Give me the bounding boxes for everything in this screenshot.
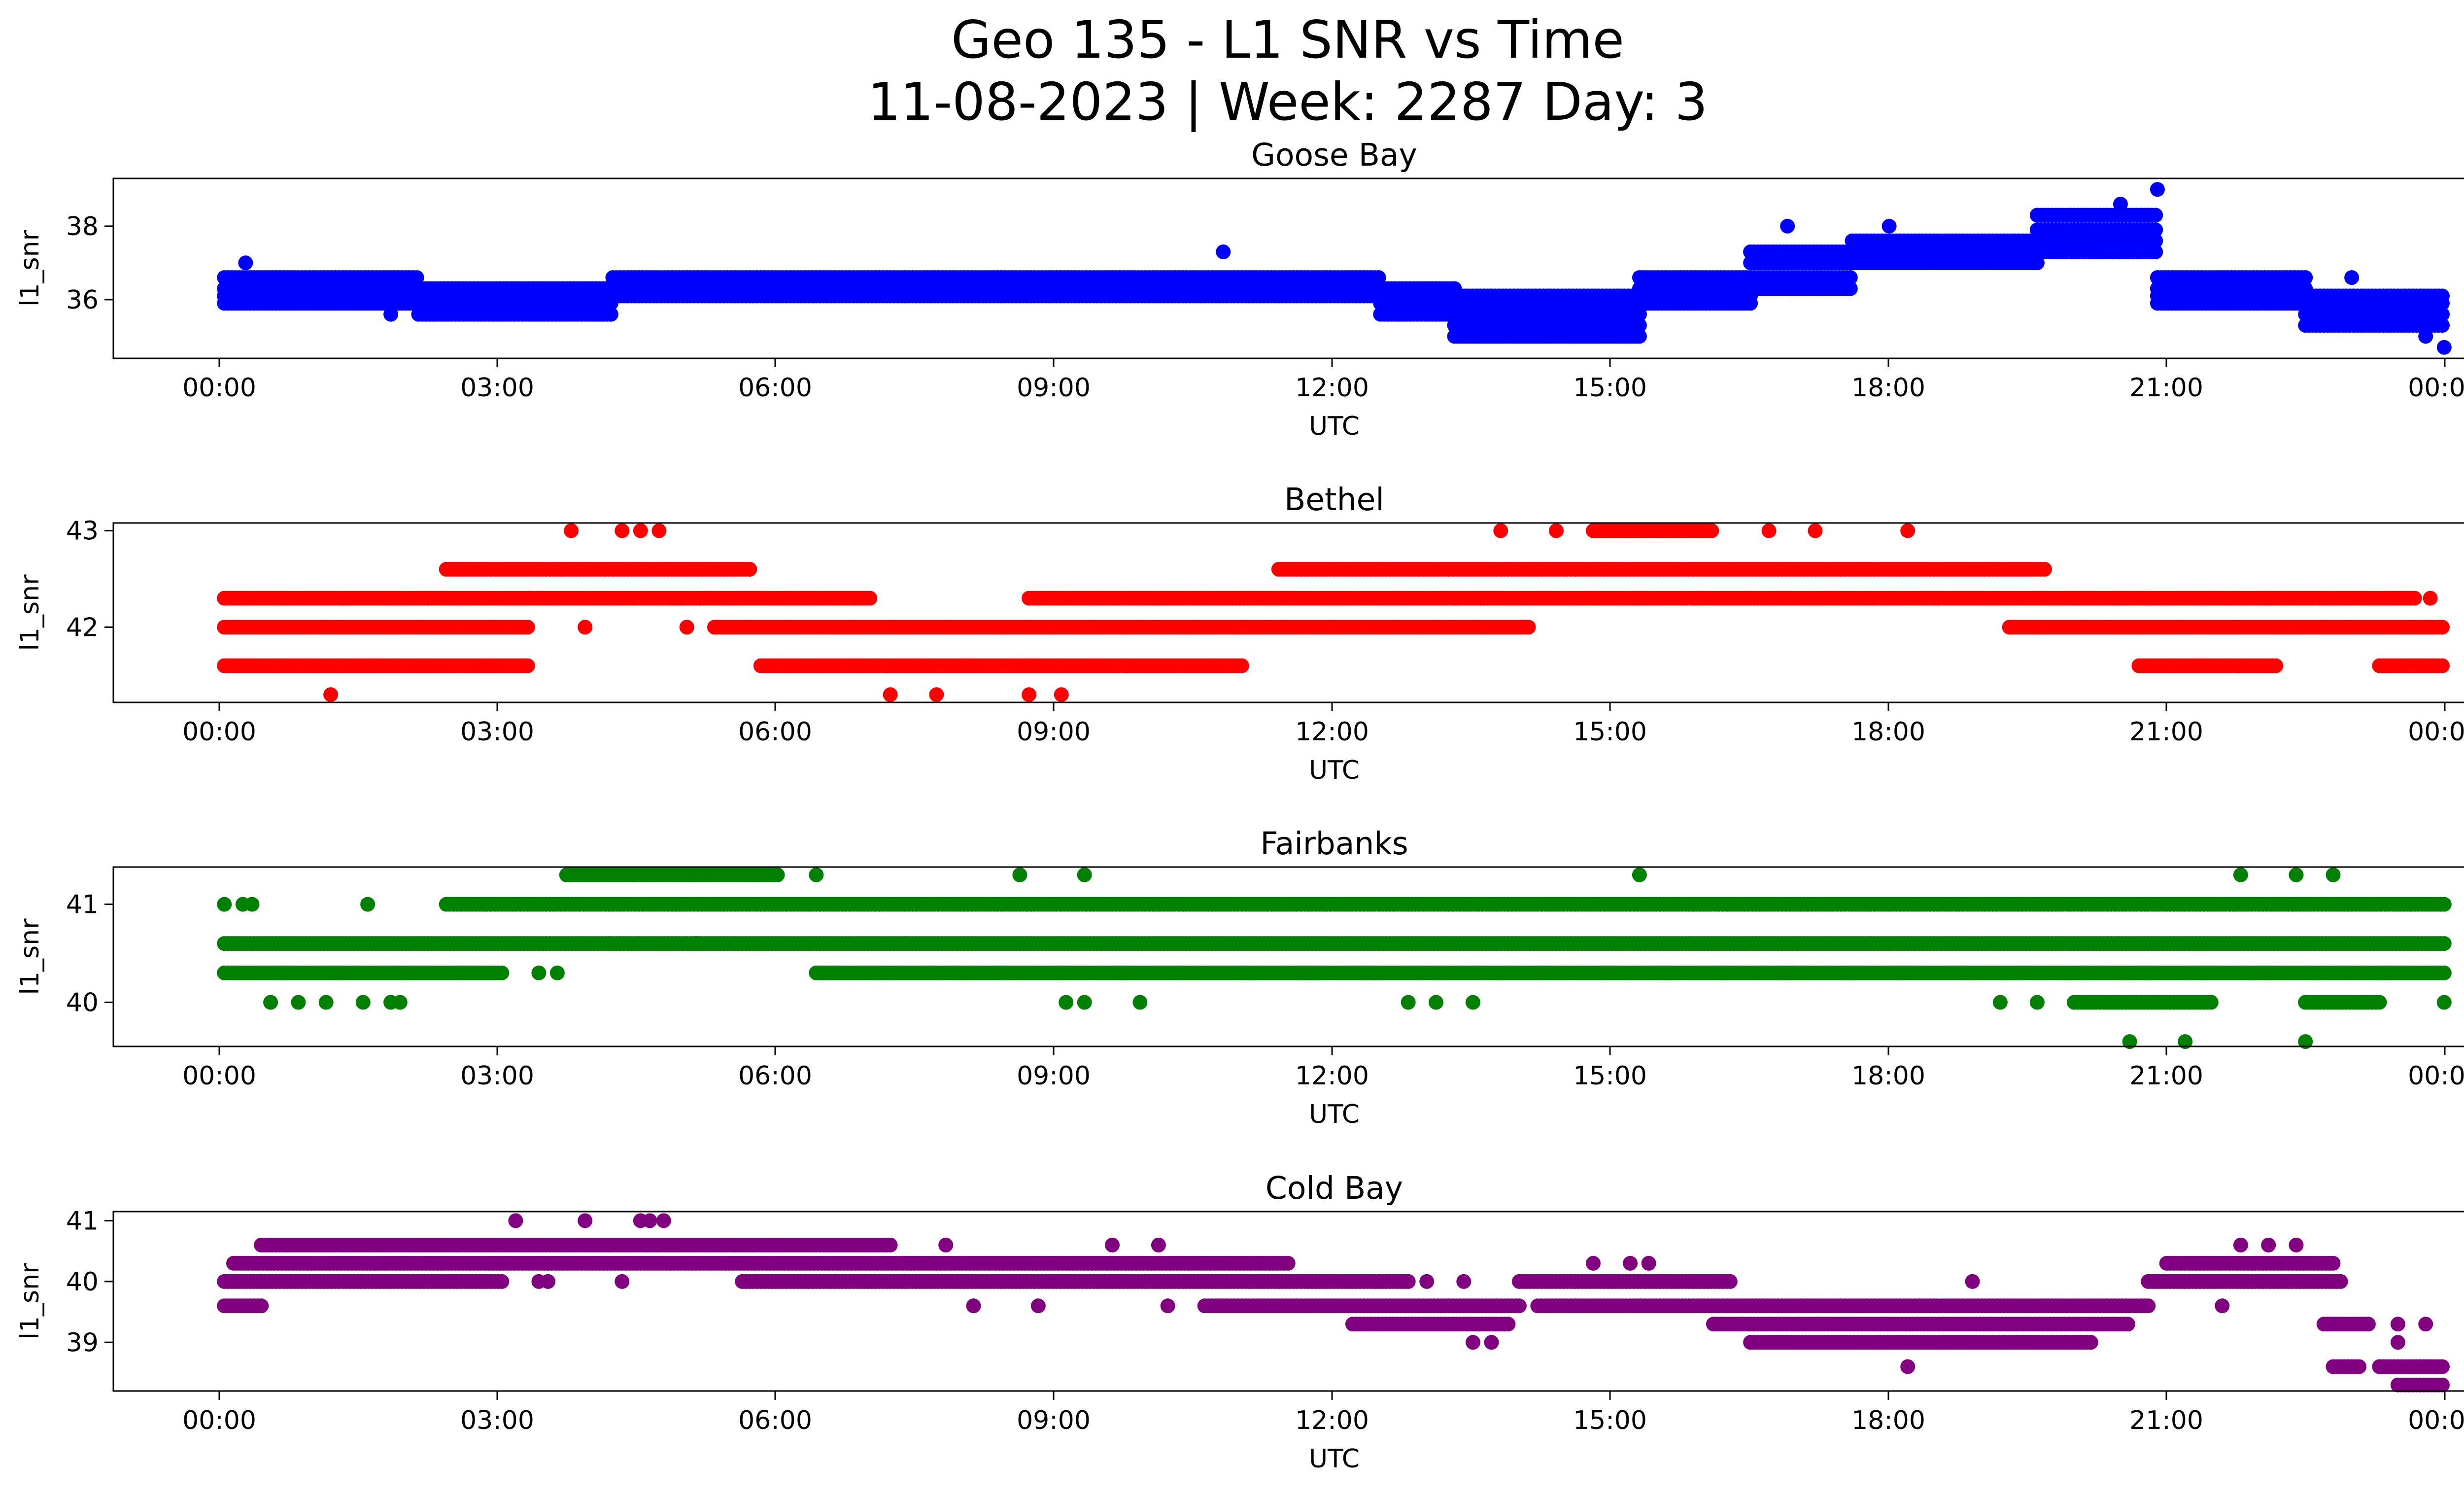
data-point: [1900, 523, 1916, 538]
data-point: [1493, 523, 1508, 538]
data-point: [742, 561, 757, 577]
x-tick-label: 12:00: [1295, 373, 1369, 403]
scatter-points: [217, 867, 2452, 1049]
data-point: [564, 523, 579, 538]
y-tick-label: 36: [66, 285, 99, 315]
plot-frame: [112, 522, 2464, 703]
data-point: [2150, 182, 2165, 197]
data-point: [323, 687, 339, 702]
scatter-points: [217, 523, 2450, 702]
x-tick-label: 00:00: [182, 373, 256, 403]
x-tick-label: 06:00: [738, 373, 812, 403]
panel-title: Bethel: [1284, 482, 1384, 518]
data-point: [883, 687, 898, 702]
panel-bethel: Bethel 00:00 03:00 06:00 09:00 12:00 15:00 18:0…: [15, 482, 2464, 785]
data-point: [2435, 658, 2450, 673]
x-tick-label: 18:00: [1851, 373, 1925, 403]
x-tick-label: 09:00: [1017, 717, 1091, 747]
data-point: [1632, 329, 1647, 344]
data-point: [2268, 658, 2284, 673]
data-point: [1743, 296, 1758, 311]
data-point: [1843, 281, 1858, 296]
data-point: [1054, 687, 1069, 702]
plot-frame: [112, 177, 2464, 359]
x-tick-label: 21:00: [2129, 373, 2203, 403]
data-point: [2423, 591, 2438, 606]
y-tick-label: 38: [66, 212, 99, 242]
data-point: [1761, 523, 1777, 538]
panel-title: Goose Bay: [1251, 137, 1417, 173]
x-tick-label: 03:00: [460, 373, 534, 403]
x-tick-label: 18:00: [1851, 717, 1925, 747]
data-point: [615, 523, 630, 538]
figure-title-line2: 11-08-2023 | Week: 2287 Day: 3: [867, 72, 1708, 132]
data-point: [520, 658, 535, 673]
data-point: [651, 523, 667, 538]
data-point: [2407, 591, 2422, 606]
data-point: [2113, 197, 2128, 212]
data-point: [1704, 523, 1719, 538]
data-point: [2436, 936, 2452, 951]
panel-goose-bay: Goose Bay 00:00 03:00 06:00 09:00 12:00 15:00 1…: [15, 137, 2464, 441]
x-tick-label: 15:00: [1573, 717, 1647, 747]
figure-title: Geo 135 - L1 SNR vs Time 11-08-2023 | We…: [0, 9, 2464, 133]
data-point: [1234, 658, 1249, 673]
data-point: [862, 591, 878, 606]
data-point: [1022, 687, 1037, 702]
data-point: [929, 687, 944, 702]
panel-title: Fairbanks: [1260, 826, 1408, 862]
data-point: [383, 307, 399, 322]
data-point: [2148, 208, 2163, 223]
x-tick-label: 00:00: [2408, 717, 2464, 747]
data-point: [2435, 620, 2450, 635]
x-tick-label: 00:00: [182, 717, 256, 747]
data-point: [520, 620, 535, 635]
x-axis-label: UTC: [1309, 412, 1360, 441]
scatter-points: [217, 182, 2452, 355]
data-point: [1808, 523, 1823, 538]
data-point: [679, 620, 694, 635]
data-point: [2037, 561, 2052, 577]
data-point: [2148, 244, 2163, 259]
data-point: [238, 255, 253, 271]
x-tick-label: 09:00: [1017, 373, 1091, 403]
y-axis-label: l1_snr: [15, 230, 45, 307]
data-point: [1549, 523, 1564, 538]
x-tick-label: 15:00: [1573, 373, 1647, 403]
y-tick-label: 42: [66, 613, 99, 642]
data-point: [578, 620, 593, 635]
data-point: [2344, 270, 2360, 285]
data-point: [1882, 218, 1897, 234]
data-point: [2436, 340, 2452, 355]
data-point: [1521, 620, 1536, 635]
data-point: [1780, 218, 1795, 234]
x-tick-label: 00:00: [2408, 373, 2464, 403]
data-point: [2435, 318, 2450, 333]
x-axis-label: UTC: [1309, 756, 1360, 785]
data-point: [603, 307, 618, 322]
figure-title-line1: Geo 135 - L1 SNR vs Time: [951, 10, 1625, 70]
data-point: [2418, 329, 2433, 344]
data-point: [633, 523, 648, 538]
data-point: [1216, 244, 1231, 259]
x-tick-label: 21:00: [2129, 717, 2203, 747]
x-tick-label: 03:00: [460, 717, 534, 747]
x-tick-label: 12:00: [1295, 717, 1369, 747]
y-tick-label: 43: [66, 517, 99, 546]
x-tick-label: 06:00: [738, 717, 812, 747]
data-point: [494, 965, 510, 980]
y-axis-label: l1_snr: [15, 574, 45, 651]
